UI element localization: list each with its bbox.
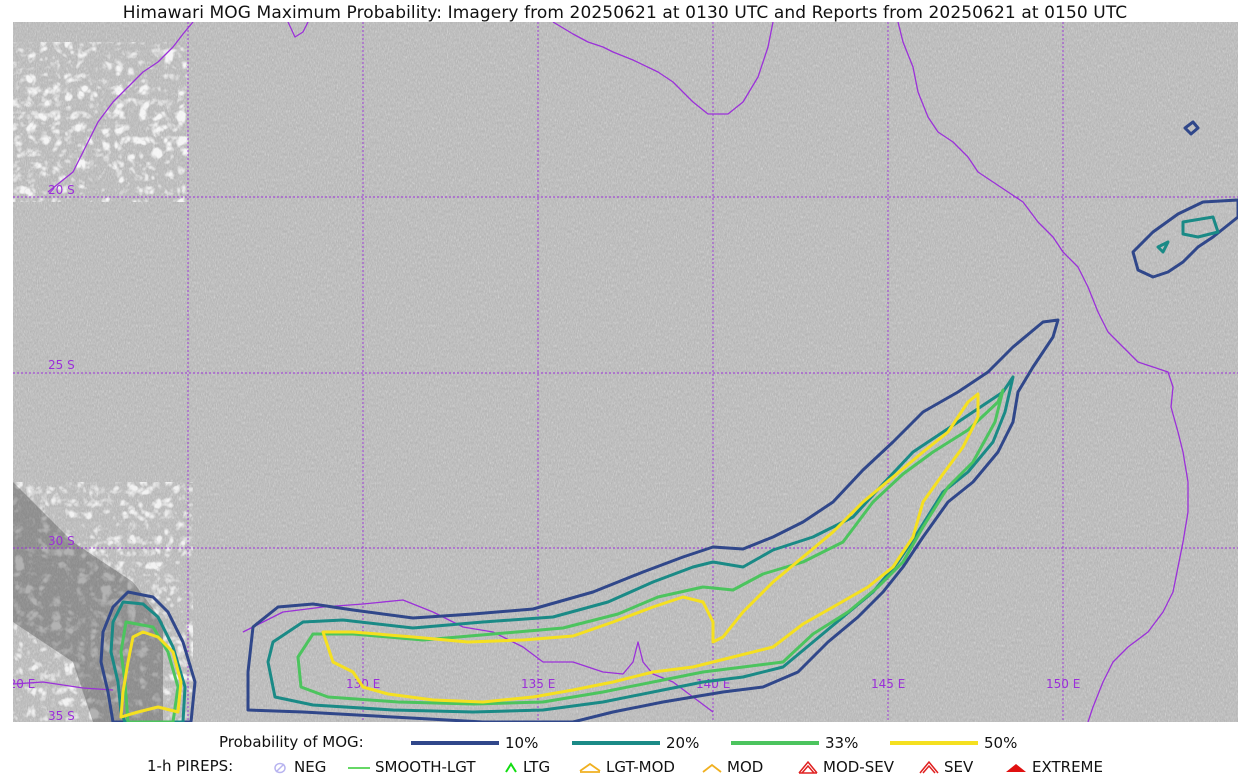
mod-sev-pirep-icon	[797, 759, 819, 775]
legend-label-lgt-mod: LGT-MOD	[606, 758, 675, 776]
lon-label-120e: 120 E	[13, 677, 35, 691]
dark-cloud-band	[13, 482, 163, 722]
pirep-legend-title: 1-h PIREPS:	[147, 757, 234, 775]
legend-item-10pct: 10%	[411, 733, 538, 753]
probability-legend: Probability of MOG: 10% 20% 33% 50%	[0, 733, 1250, 753]
legend-label-mod-sev: MOD-SEV	[823, 758, 894, 776]
sev-pirep-icon	[918, 759, 940, 775]
gridlines	[13, 22, 1238, 722]
legend-item-extreme: EXTREME	[1004, 757, 1103, 777]
legend-label-smooth-lgt: SMOOTH-LGT	[375, 758, 476, 776]
lgt-mod-pirep-icon	[578, 759, 602, 775]
pirep-legend: 1-h PIREPS: NEG SMOOTH-LGT LTG LGT-MOD M…	[0, 757, 1250, 777]
cloud-patch-northwest	[13, 42, 188, 202]
contour-33pct	[119, 388, 1005, 722]
legend-item-sev: SEV	[918, 757, 973, 777]
contour-10pct	[99, 120, 1238, 722]
neg-pirep-icon	[270, 759, 290, 775]
mod-pirep-icon	[701, 759, 723, 775]
lat-label-25s: 25 S	[48, 358, 75, 372]
legend-item-lgt-mod: LGT-MOD	[578, 757, 675, 777]
legend-label-50pct: 50%	[984, 734, 1018, 752]
lat-label-30s: 30 S	[48, 534, 75, 548]
legend-item-neg: NEG	[270, 757, 326, 777]
legend-item-smooth-lgt: SMOOTH-LGT	[347, 757, 476, 777]
smooth-lgt-pirep-icon	[347, 759, 371, 775]
contour-20pct	[109, 215, 1220, 722]
legend-label-33pct: 33%	[825, 734, 859, 752]
legend-item-33pct: 33%	[731, 733, 858, 753]
satellite-map[interactable]: 20 S 25 S 30 S 35 S 120 E 130 E 135 E 14…	[13, 22, 1238, 722]
legend-swatch-10pct	[411, 741, 499, 745]
legend-swatch-20pct	[572, 741, 660, 745]
legend-label-extreme: EXTREME	[1032, 758, 1103, 776]
imagery-texture	[13, 22, 1238, 722]
legend-swatch-50pct	[890, 741, 978, 745]
legend-label-ltg: LTG	[523, 758, 551, 776]
legend-item-ltg: LTG	[503, 757, 550, 777]
legend-item-mod-sev: MOD-SEV	[797, 757, 894, 777]
lon-label-150e: 150 E	[1046, 677, 1080, 691]
lat-label-20s: 20 S	[48, 183, 75, 197]
legend-item-50pct: 50%	[890, 733, 1017, 753]
lat-label-35s: 35 S	[48, 709, 75, 722]
contour-50pct	[119, 392, 980, 719]
coastline	[13, 22, 1189, 722]
probability-legend-title: Probability of MOG:	[219, 733, 364, 751]
legend-item-mod: MOD	[701, 757, 763, 777]
map-title: Himawari MOG Maximum Probability: Imager…	[122, 3, 1128, 23]
lon-label-145e: 145 E	[871, 677, 905, 691]
legend-label-sev: SEV	[944, 758, 974, 776]
legend-label-10pct: 10%	[505, 734, 539, 752]
legend-item-20pct: 20%	[572, 733, 699, 753]
legend-label-mod: MOD	[727, 758, 764, 776]
lon-label-135e: 135 E	[521, 677, 555, 691]
lon-label-130e: 130 E	[346, 677, 380, 691]
legend-label-neg: NEG	[294, 758, 327, 776]
legend-label-20pct: 20%	[666, 734, 700, 752]
extreme-pirep-icon	[1004, 759, 1028, 775]
ltg-pirep-icon	[503, 759, 519, 775]
legend-swatch-33pct	[731, 741, 819, 745]
